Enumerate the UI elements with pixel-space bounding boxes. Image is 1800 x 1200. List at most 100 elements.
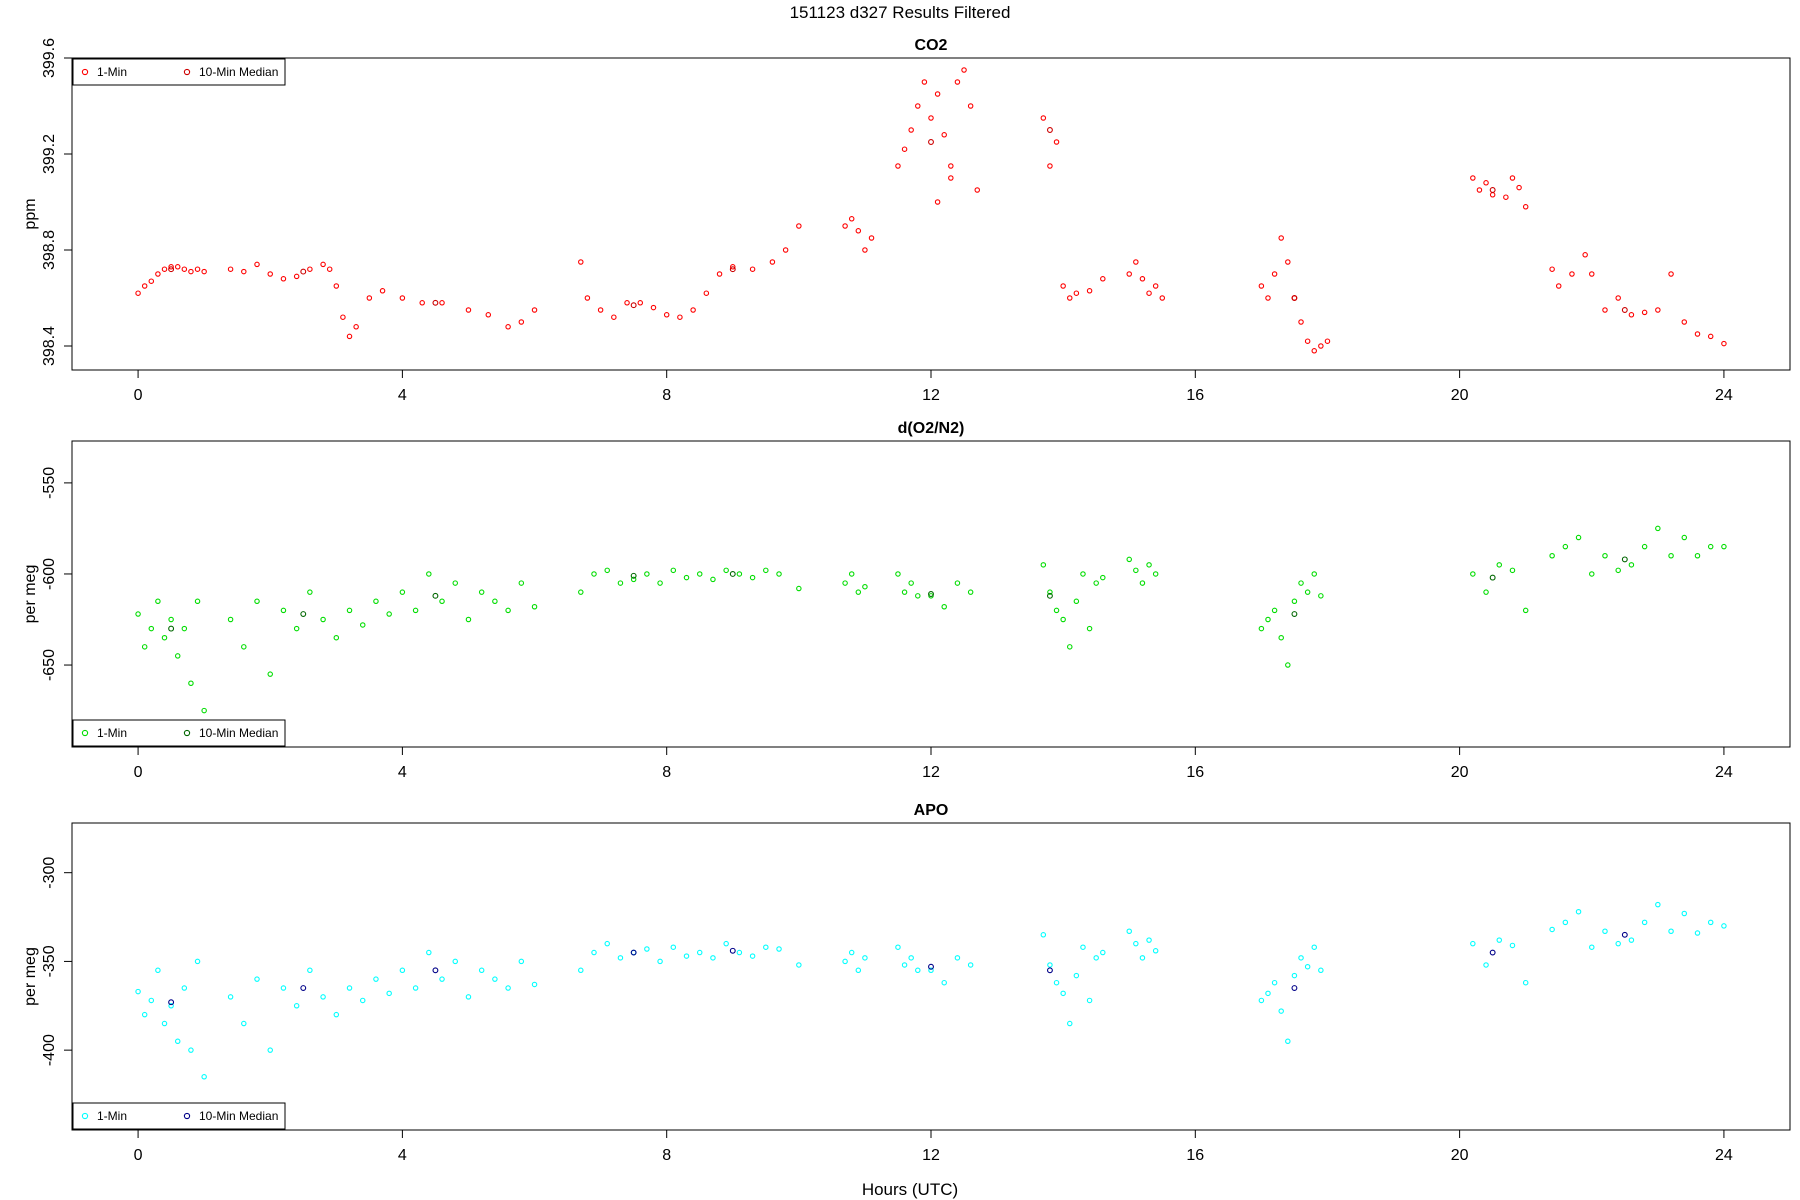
data-point <box>604 940 610 947</box>
data-point <box>1668 928 1674 934</box>
data-point <box>630 576 637 583</box>
data-point <box>1668 271 1674 277</box>
data-point <box>1291 985 1298 991</box>
data-point <box>439 300 445 306</box>
data-point <box>135 988 141 995</box>
data-point <box>300 268 307 275</box>
data-point <box>1285 662 1291 668</box>
data-point <box>531 603 538 610</box>
data-point <box>1265 295 1271 301</box>
data-point <box>267 271 273 277</box>
data-point <box>439 598 445 605</box>
x-tick-label: 4 <box>398 387 407 404</box>
data-point <box>1694 930 1701 936</box>
data-point <box>1086 288 1093 294</box>
data-point <box>492 598 498 605</box>
data-point <box>1258 997 1265 1004</box>
data-point <box>1093 580 1099 586</box>
data-point <box>941 979 947 986</box>
data-point <box>1311 571 1317 577</box>
data-point <box>1555 283 1562 289</box>
data-point <box>630 572 637 579</box>
data-point <box>320 994 326 1000</box>
data-point <box>492 976 498 982</box>
data-point <box>174 264 181 270</box>
data-point <box>135 290 141 296</box>
data-point <box>908 580 914 586</box>
data-point <box>307 589 313 595</box>
data-point <box>1522 607 1529 614</box>
data-point <box>657 580 663 586</box>
data-point <box>1589 571 1595 577</box>
legend-label: 10-Min Median <box>199 726 278 740</box>
data-point <box>782 247 789 253</box>
data-point <box>194 266 201 272</box>
legend-marker <box>183 1112 191 1120</box>
data-point <box>1040 932 1047 938</box>
data-point <box>1278 1008 1284 1014</box>
data-point <box>188 1047 194 1053</box>
data-point <box>1721 543 1727 550</box>
data-point <box>320 261 326 268</box>
data-point <box>465 616 472 623</box>
data-point <box>630 949 637 956</box>
data-point <box>1602 307 1608 313</box>
x-tick-label: 8 <box>662 387 671 404</box>
data-point <box>1139 276 1146 282</box>
data-point <box>254 598 260 605</box>
y-axis-label: per meg <box>22 565 39 624</box>
data-point <box>1139 955 1146 961</box>
data-point <box>161 1020 168 1027</box>
data-point <box>181 266 188 272</box>
series-one-min <box>135 67 1727 354</box>
data-point <box>155 271 161 277</box>
data-point <box>155 967 161 974</box>
legend-label: 1-Min <box>97 65 127 79</box>
data-point <box>254 976 260 982</box>
x-tick-label: 24 <box>1715 387 1733 404</box>
data-point <box>280 607 287 614</box>
data-point <box>895 163 901 169</box>
data-point <box>399 967 406 974</box>
x-tick-label: 0 <box>134 387 143 404</box>
data-point <box>1496 937 1503 943</box>
data-point <box>1285 1038 1291 1045</box>
data-point <box>670 944 677 950</box>
data-point <box>1258 625 1265 632</box>
data-point <box>188 268 194 275</box>
data-point <box>1271 271 1278 277</box>
data-point <box>201 268 207 275</box>
x-tick-label: 20 <box>1451 387 1469 404</box>
x-tick-label: 0 <box>134 1147 143 1164</box>
data-point <box>677 314 683 320</box>
data-point <box>1509 942 1516 949</box>
data-point <box>928 139 934 145</box>
data-point <box>1067 1020 1073 1027</box>
data-point <box>1311 944 1317 950</box>
data-point <box>1298 955 1304 961</box>
data-point <box>399 589 406 595</box>
data-point <box>1271 979 1278 986</box>
data-point <box>1046 967 1053 974</box>
data-point <box>1152 283 1159 289</box>
y-tick-label: 399.2 <box>41 134 58 174</box>
data-point <box>399 295 406 301</box>
data-point <box>148 278 155 284</box>
data-point <box>346 985 353 991</box>
data-point <box>1549 552 1555 559</box>
data-point <box>1047 163 1053 169</box>
series-ten-min-median <box>168 127 1628 313</box>
data-point <box>928 963 934 970</box>
data-point <box>1641 919 1648 926</box>
data-point <box>1522 979 1529 986</box>
data-point <box>1483 180 1489 186</box>
data-point <box>148 997 155 1004</box>
data-point <box>478 589 485 595</box>
data-point <box>1067 295 1073 301</box>
data-point <box>386 611 392 617</box>
data-point <box>373 976 379 982</box>
data-point <box>1681 319 1688 325</box>
data-point <box>359 622 366 628</box>
data-point <box>1621 556 1628 563</box>
data-point <box>630 302 637 309</box>
